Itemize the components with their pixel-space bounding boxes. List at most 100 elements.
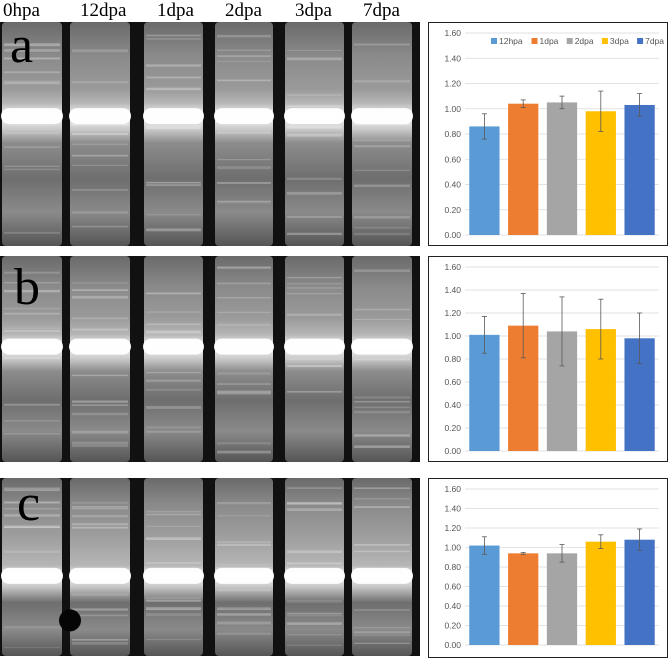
lane-label: 0hpa	[3, 0, 40, 21]
legend-item: 7dpa	[637, 36, 664, 46]
error-bar	[481, 316, 487, 354]
y-tick-label: 0.60	[444, 377, 461, 387]
legend-swatch	[637, 38, 644, 44]
panel-letter-a: a	[10, 17, 34, 74]
gel-lane	[284, 256, 345, 462]
y-tick-label: 1.40	[444, 285, 461, 295]
gel-lane	[69, 478, 131, 656]
legend-label: 1dpa	[540, 36, 559, 46]
y-tick-label: 0.20	[444, 423, 461, 433]
gel-lane	[351, 478, 413, 656]
legend-swatch	[566, 38, 573, 44]
error-bar	[559, 296, 565, 367]
legend-item: 2dpa	[566, 36, 594, 46]
lane-label: 2dpa	[225, 0, 262, 21]
legend-item: 1dpa	[531, 36, 559, 46]
gel-lane	[351, 22, 413, 246]
y-tick-label: 0.00	[444, 446, 461, 456]
gel-lane	[214, 256, 274, 462]
legend-item: 12hpa	[491, 36, 523, 46]
y-tick-label: 0.00	[444, 640, 461, 650]
error-bar	[637, 93, 643, 117]
error-bar	[481, 536, 487, 555]
gel-lane	[1, 256, 63, 462]
gel-lane	[69, 256, 131, 462]
y-tick-label: 1.60	[444, 28, 461, 38]
y-tick-label: 0.20	[444, 205, 461, 215]
gel-lane	[69, 22, 131, 246]
bar	[624, 104, 655, 236]
y-tick-label: 1.00	[444, 543, 461, 553]
error-bar	[520, 551, 526, 555]
bar	[585, 111, 616, 235]
y-tick-label: 0.60	[444, 582, 461, 592]
lane-label: 3dpa	[295, 0, 332, 21]
bar	[469, 334, 500, 451]
error-bar	[559, 544, 565, 563]
error-bar	[559, 95, 565, 110]
gel-image-c	[0, 478, 420, 656]
legend-label: 2dpa	[575, 36, 594, 46]
lane-label: 12dpa	[80, 0, 127, 21]
gel-lane	[143, 478, 204, 656]
gel-lane	[1, 478, 63, 656]
legend-label: 12hpa	[499, 36, 523, 46]
panel-letter-c: c	[17, 475, 41, 532]
legend-swatch	[531, 38, 538, 44]
gel-lane	[214, 22, 274, 246]
error-bar	[520, 99, 526, 108]
legend-swatch	[601, 38, 608, 44]
bar	[624, 539, 655, 645]
y-tick-label: 1.20	[444, 79, 461, 89]
y-tick-label: 1.40	[444, 504, 461, 514]
gel-lane	[1, 22, 63, 246]
y-tick-label: 1.00	[444, 104, 461, 114]
error-bar	[598, 298, 604, 360]
y-tick-label: 0.80	[444, 562, 461, 572]
error-bar	[520, 293, 526, 359]
gel-lane	[143, 22, 204, 246]
error-bar	[481, 113, 487, 140]
y-tick-label: 0.40	[444, 400, 461, 410]
bar	[508, 553, 539, 645]
legend-label: 3dpa	[610, 36, 629, 46]
error-bar	[637, 312, 643, 364]
bar	[585, 541, 616, 645]
legend-swatch	[491, 38, 497, 44]
lane-labels: 0hpa 12dpa 1dpa 2dpa 3dpa 7dpa	[0, 0, 420, 28]
y-tick-label: 0.60	[444, 154, 461, 164]
y-tick-label: 0.40	[444, 601, 461, 611]
bar	[508, 103, 539, 235]
error-bar	[598, 534, 604, 549]
y-tick-label: 0.80	[444, 129, 461, 139]
gel-lane	[284, 22, 345, 246]
bar-chart-c: 0.00 0.20 0.40 0.60 0.80 1.00 1.20 1.40 1.60	[428, 478, 668, 658]
bar	[469, 126, 500, 235]
y-tick-label: 0.80	[444, 354, 461, 364]
legend-item: 3dpa	[601, 36, 629, 46]
gel-lane	[351, 256, 413, 462]
y-tick-label: 1.60	[444, 484, 461, 494]
bar-chart-b: 0.00 0.20 0.40 0.60 0.80 1.00 1.20 1.40 1.60	[428, 256, 668, 462]
error-bar	[637, 528, 643, 551]
y-tick-label: 0.00	[444, 230, 461, 240]
y-tick-label: 1.20	[444, 523, 461, 533]
y-tick-label: 1.60	[444, 262, 461, 272]
gel-image-b	[0, 256, 420, 462]
bar	[546, 102, 578, 235]
lane-label: 1dpa	[157, 0, 194, 21]
bar	[546, 553, 578, 645]
gel-image-a	[0, 22, 420, 246]
lane-label: 7dpa	[363, 0, 400, 21]
bar	[469, 545, 500, 645]
gel-lane	[143, 256, 204, 462]
legend-label: 7dpa	[645, 36, 664, 46]
y-tick-label: 0.20	[444, 621, 461, 631]
y-tick-label: 0.40	[444, 180, 461, 190]
bar-chart-a: 0.00 0.20 0.40 0.60 0.80 1.00 1.20 1.40 1.60 12hp…	[428, 22, 668, 246]
error-bar	[598, 90, 604, 132]
y-tick-label: 1.20	[444, 308, 461, 318]
y-tick-label: 1.00	[444, 331, 461, 341]
y-tick-label: 1.40	[444, 53, 461, 63]
gel-lane	[214, 478, 274, 656]
